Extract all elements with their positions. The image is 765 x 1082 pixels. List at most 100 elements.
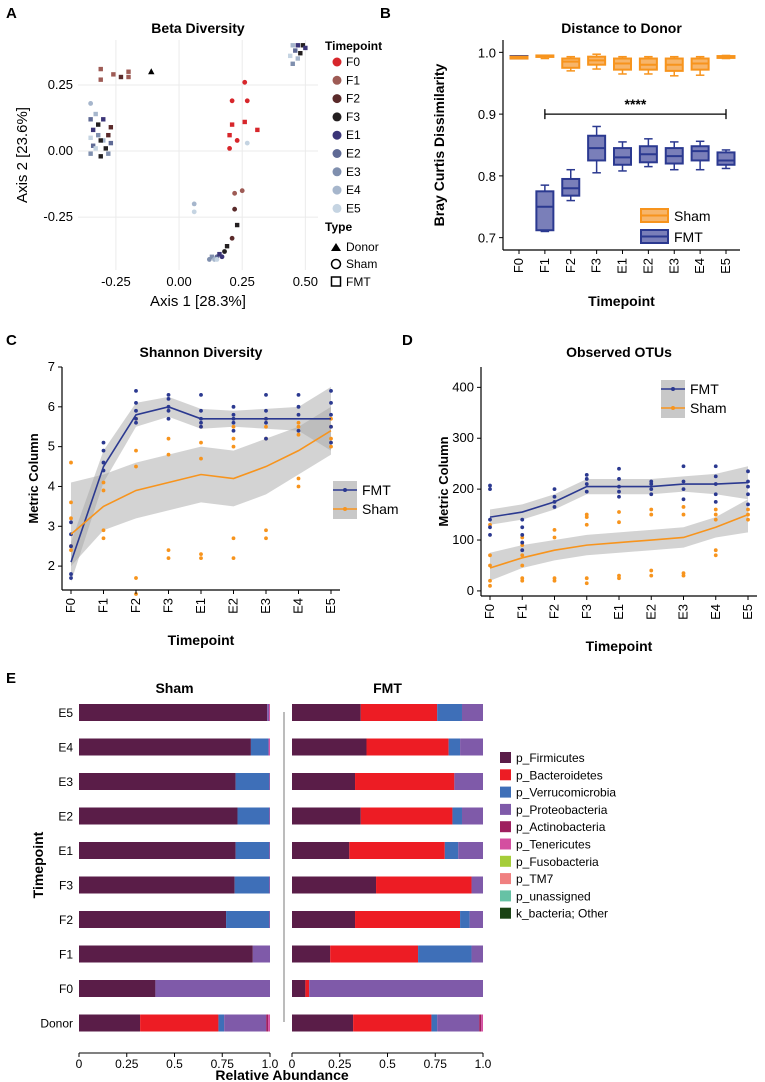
abundance-bar-sham (79, 911, 227, 928)
shannon-point-sham (134, 464, 138, 469)
abundance-legend-label: k_bacteria; Other (516, 907, 608, 921)
otus-point-sham (584, 581, 589, 586)
otus-point-fmt (617, 466, 621, 471)
abundance-bar-sham (79, 807, 238, 825)
otus-xtick-label: F1 (514, 604, 529, 619)
otus-point-sham (713, 507, 718, 512)
beta-legend-label: E1 (346, 128, 361, 142)
abundance-xtick-label: 0.25 (328, 1057, 352, 1071)
shannon-xtick-label: E2 (226, 598, 241, 614)
beta-point (234, 138, 240, 143)
shannon-point-fmt (296, 412, 301, 417)
shannon-point-fmt (296, 392, 301, 397)
abundance-bar-sham (79, 773, 236, 790)
beta-type-label: Donor (346, 240, 379, 254)
beta-xlabel: Axis 1 [28.3%] (150, 293, 246, 310)
beta-point (93, 146, 98, 151)
beta-point (96, 132, 101, 138)
distance-xtick-label: E3 (666, 258, 681, 274)
beta-point (295, 56, 300, 61)
fmt-box (535, 190, 555, 232)
distance-ytick-label: 0.7 (478, 231, 496, 246)
shannon-line-sham (70, 430, 332, 535)
beta-legend-label: F3 (346, 110, 360, 124)
beta-point (229, 122, 235, 127)
abundance-bar-sham (140, 1014, 219, 1032)
shannon-point-sham (199, 456, 203, 461)
abundance-bar-sham (237, 807, 270, 825)
otus-point-fmt (552, 494, 557, 499)
beta-legend-swatch (332, 130, 342, 140)
shannon-point-sham (166, 452, 171, 457)
distance-xlabel: Timepoint (588, 293, 655, 309)
beta-point (103, 146, 108, 151)
beta-point (148, 68, 155, 75)
shannon-xtick-label: F0 (63, 598, 78, 613)
shannon-point-sham (101, 536, 106, 541)
otus-legend-label: FMT (690, 381, 719, 397)
otus-point-fmt (488, 517, 492, 522)
abundance-row-label: F1 (59, 948, 73, 962)
abundance-legend-label: p_Fusobacteria (516, 855, 599, 869)
beta-point (239, 188, 245, 194)
beta-point (106, 132, 111, 138)
otus-xtick-label: E4 (708, 604, 723, 620)
beta-point (101, 138, 106, 143)
shannon-point-fmt (134, 416, 138, 421)
shannon-point-sham (166, 436, 171, 441)
abundance-bar-fmt (292, 945, 331, 963)
beta-point (108, 140, 114, 146)
otus-point-fmt (713, 499, 718, 504)
otus-point-fmt (520, 548, 525, 553)
abundance-bar-sham (155, 980, 270, 997)
donor-triangle-icon (331, 243, 341, 251)
shannon-point-fmt (296, 404, 301, 409)
shannon-point-fmt (231, 420, 236, 425)
beta-point (209, 254, 215, 259)
abundance-bar-sham (269, 704, 270, 721)
panel-label-d: D (402, 332, 413, 349)
abundance-bar-sham (268, 1014, 270, 1032)
shannon-point-sham (199, 556, 203, 561)
otus-legend-dot-sham (671, 406, 675, 410)
abundance-bar-sham (267, 704, 270, 721)
otus-point-sham (713, 548, 718, 553)
otus-line-fmt (489, 481, 749, 518)
shannon-xlabel: Timepoint (168, 632, 235, 648)
abundance-bar-fmt (437, 704, 462, 721)
shannon-point-fmt (231, 412, 236, 417)
abundance-bar-fmt (292, 842, 350, 859)
otus-point-fmt (488, 487, 492, 492)
distance-legend-label: FMT (674, 229, 703, 245)
abundance-bar-fmt (454, 773, 483, 790)
beta-xtick-label: 0.50 (293, 274, 318, 289)
abundance-row-label: Donor (40, 1017, 73, 1031)
otus-point-fmt (649, 487, 654, 492)
otus-point-fmt (617, 489, 621, 494)
otus-ytick-label: 0 (467, 583, 474, 598)
shannon-point-sham (296, 420, 301, 425)
abundance-bar-fmt (479, 1014, 482, 1032)
beta-legend-swatch (332, 57, 342, 67)
distance-xtick-label: E1 (615, 258, 630, 274)
abundance-bar-fmt (353, 1014, 432, 1032)
otus-point-sham (649, 512, 654, 517)
beta-type-label: FMT (346, 275, 371, 289)
beta-point (290, 61, 295, 66)
abundance-bar-sham (79, 1014, 141, 1032)
beta-legend-label: F2 (346, 92, 360, 106)
abundance-row-label: E4 (58, 741, 73, 755)
otus-point-fmt (520, 517, 525, 522)
shannon-point-sham (199, 440, 203, 445)
abundance-legend-swatch (500, 752, 511, 763)
otus-point-sham (649, 568, 654, 573)
shannon-legend-dot-fmt (343, 488, 347, 492)
shannon-point-fmt (199, 424, 203, 429)
shannon-point-fmt (166, 416, 171, 421)
beta-type-title: Type (325, 220, 352, 234)
panel-label-e: E (6, 670, 16, 687)
distance-xtick-label: F0 (511, 258, 526, 273)
abundance-xtick-label: 0.75 (424, 1057, 448, 1071)
panel-label-b: B (380, 5, 391, 22)
